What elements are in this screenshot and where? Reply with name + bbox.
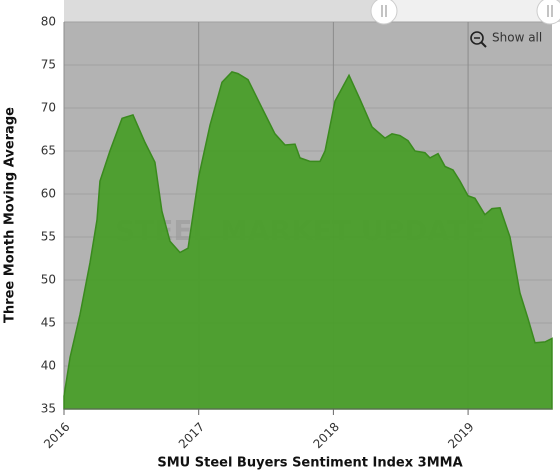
x-tick-label: 2016 — [41, 420, 72, 451]
y-axis-title: Three Month Moving Average — [3, 107, 18, 323]
navigator-range — [384, 0, 548, 22]
y-tick-label: 70 — [41, 101, 56, 115]
x-tick-label: 2018 — [310, 420, 341, 451]
x-axis-title: SMU Steel Buyers Sentiment Index 3MMA — [157, 456, 462, 471]
y-tick-label: 60 — [41, 187, 56, 201]
y-tick-label: 40 — [41, 359, 56, 373]
x-tick-label: 2019 — [445, 420, 476, 451]
area — [63, 71, 553, 410]
y-tick-label: 80 — [41, 15, 56, 29]
navigator-handle[interactable] — [370, 0, 398, 25]
y-tick-label: 45 — [41, 316, 56, 330]
show-all-button[interactable]: Show all — [470, 31, 542, 48]
zoom-icon-handle — [480, 41, 487, 48]
y-tick-label: 35 — [41, 402, 56, 416]
y-tick-label: 65 — [41, 144, 56, 158]
y-tick-label: 75 — [41, 58, 56, 72]
show-all-label[interactable]: Show all — [492, 31, 542, 45]
y-tick-label: 50 — [41, 273, 56, 287]
zoom-icon — [470, 31, 484, 45]
navigator-handle[interactable] — [536, 0, 560, 25]
y-tick-label: 55 — [41, 230, 56, 244]
x-tick-label: 2017 — [176, 420, 207, 451]
